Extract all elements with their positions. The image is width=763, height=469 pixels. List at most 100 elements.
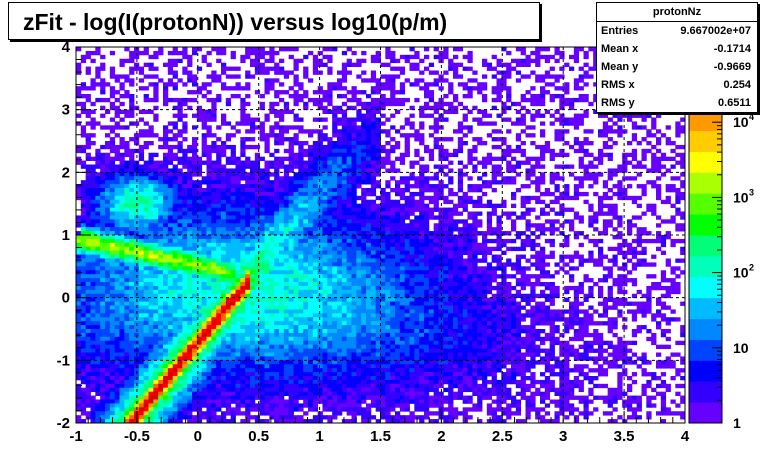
heat-cell: [196, 356, 203, 361]
heat-cell: [356, 332, 362, 338]
heat-cell: [211, 293, 217, 299]
heat-cell: [332, 168, 338, 173]
heat-cell: [264, 227, 270, 232]
heat-cell: [303, 391, 309, 396]
heat-cell: [235, 199, 241, 205]
heat-cell: [182, 274, 188, 279]
heat-cell: [182, 66, 188, 71]
heat-cell: [327, 191, 333, 197]
heat-cell: [172, 344, 178, 349]
heat-cell: [361, 282, 367, 287]
heat-cell: [250, 352, 256, 357]
heat-cell: [192, 340, 198, 346]
heat-cell: [225, 266, 232, 271]
heat-cell: [230, 184, 236, 189]
heat-cell: [201, 387, 207, 393]
heat-cell: [279, 141, 285, 146]
heat-cell: [375, 258, 381, 263]
heat-cell: [167, 387, 174, 393]
heat-cell: [148, 344, 154, 349]
heat-cell: [235, 395, 241, 400]
heat-cell: [85, 184, 91, 189]
heat-cell: [206, 419, 212, 424]
heat-cell: [259, 199, 265, 205]
heat-cell: [254, 360, 261, 365]
heat-cell: [182, 176, 188, 181]
heat-cell: [274, 90, 280, 95]
heat-cell: [206, 336, 212, 342]
heat-cell: [370, 262, 377, 267]
heat-cell: [129, 293, 135, 299]
heat-cell: [312, 340, 319, 346]
heat-cell: [361, 227, 367, 232]
heat-cell: [303, 250, 309, 255]
heat-cell: [80, 352, 87, 357]
heat-cell: [230, 262, 236, 267]
heat-cell: [196, 399, 203, 404]
heat-cell: [317, 317, 323, 322]
heat-cell: [105, 293, 111, 299]
heat-cell: [332, 231, 338, 236]
heat-cell: [119, 364, 125, 369]
heat-cell: [167, 242, 174, 248]
heat-cell: [235, 274, 241, 279]
heat-cell: [225, 195, 232, 201]
heat-cell: [356, 352, 362, 357]
heat-cell: [95, 266, 101, 271]
heat-cell: [264, 395, 270, 400]
heat-cell: [177, 235, 183, 240]
heat-cell: [351, 176, 357, 181]
heat-cell: [143, 235, 149, 240]
heat-cell: [254, 313, 261, 318]
heat-cell: [95, 321, 101, 326]
heat-cell: [254, 415, 261, 420]
heat-cell: [76, 282, 82, 287]
heat-cell: [361, 340, 367, 346]
heat-cell: [196, 317, 203, 322]
heat-cell: [90, 180, 96, 185]
heat-cell: [361, 148, 367, 154]
heat-cell: [221, 203, 227, 208]
heat-cell: [100, 329, 106, 334]
heat-cell: [240, 121, 246, 126]
heat-cell: [312, 313, 319, 318]
heat-cell: [143, 180, 149, 185]
heat-cell: [361, 285, 367, 291]
heat-cell: [216, 383, 222, 389]
heat-cell: [192, 278, 198, 283]
heat-cell: [341, 148, 348, 154]
heat-cell: [163, 101, 169, 107]
heat-cell: [264, 344, 270, 349]
heat-cell: [283, 180, 290, 185]
heat-cell: [211, 144, 217, 150]
heat-cell: [240, 113, 246, 118]
heat-cell: [351, 301, 357, 306]
heat-cell: [206, 129, 212, 134]
heat-cell: [308, 313, 314, 318]
heat-cell: [337, 231, 343, 236]
heat-cell: [114, 391, 120, 396]
heat-cell: [312, 62, 319, 67]
heat-cell: [80, 148, 87, 154]
heat-cell: [80, 105, 87, 111]
heat-cell: [370, 176, 377, 181]
heat-cell: [274, 172, 280, 177]
heat-cell: [293, 97, 299, 103]
heat-cell: [293, 137, 299, 142]
heat-cell: [143, 289, 149, 295]
heat-cell: [206, 74, 212, 79]
heat-cell: [95, 97, 101, 103]
heat-cell: [105, 180, 111, 185]
heat-cell: [187, 399, 193, 404]
heat-cell: [361, 293, 367, 299]
heat-cell: [312, 356, 319, 361]
heat-cell: [148, 242, 154, 248]
heat-cell: [225, 242, 232, 248]
heat-cell: [225, 344, 232, 349]
heat-cell: [245, 317, 251, 322]
heat-cell: [327, 395, 333, 400]
heat-cell: [361, 235, 367, 240]
heat-cell: [225, 144, 232, 150]
heat-cell: [114, 289, 120, 295]
heat-cell: [264, 70, 270, 75]
